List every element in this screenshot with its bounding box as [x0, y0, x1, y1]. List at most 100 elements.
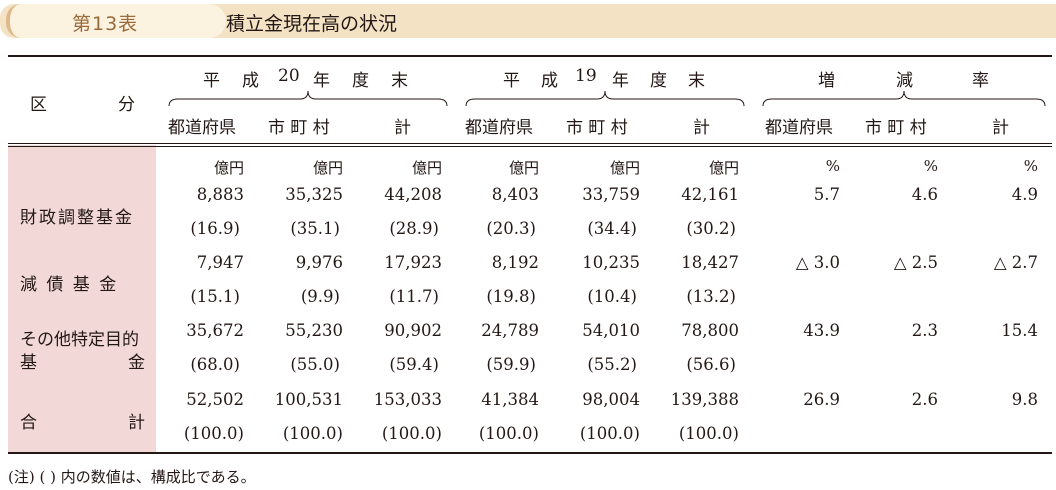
value-cell: 35,672 — [186, 321, 244, 340]
group2-char-1: 平 — [503, 71, 520, 91]
ratio-cell: (59.4) — [389, 355, 439, 374]
group3-char-3: 率 — [972, 71, 989, 91]
header-kubun-1: 区 — [30, 95, 47, 115]
ratio-cell: (55.0) — [290, 355, 340, 374]
rate-cell: △ 2.5 — [893, 253, 938, 272]
ratio-cell: (56.6) — [686, 355, 736, 374]
group2-char-6: 末 — [688, 71, 705, 91]
unit-cell: 億円 — [213, 159, 244, 177]
value-cell: 52,502 — [186, 390, 244, 409]
value-cell: 44,208 — [384, 185, 442, 204]
subcol-municipal-rate: 市 町 村 — [865, 118, 927, 138]
ratio-cell: (10.4) — [587, 287, 637, 306]
value-cell: 17,923 — [384, 253, 442, 272]
rate-cell: 26.9 — [803, 390, 840, 409]
table-bottom-border — [8, 452, 1052, 454]
rate-cell: 9.8 — [1011, 390, 1038, 409]
rate-cell: 5.7 — [813, 185, 840, 204]
value-cell: 98,004 — [582, 390, 640, 409]
group3-brace — [762, 90, 1046, 107]
group2-char-2: 成 — [541, 71, 558, 91]
row-label-other-specific-2a: 基 — [20, 353, 37, 373]
ratio-cell: (35.1) — [290, 219, 340, 238]
group1-char-4: 年 — [313, 71, 330, 91]
group1-char-1: 平 — [203, 71, 220, 91]
row-label-total-b: 計 — [128, 413, 145, 433]
ratio-cell: (100.0) — [678, 424, 739, 443]
unit-cell: 億円 — [508, 159, 539, 177]
unit-cell: 億円 — [708, 159, 739, 177]
ratio-cell: (100.0) — [183, 424, 244, 443]
unit-cell: % — [1023, 157, 1038, 175]
subcol-municipal-20: 市 町 村 — [268, 118, 330, 138]
ratio-cell: (15.1) — [190, 287, 240, 306]
row-label-total-a: 合 — [20, 413, 37, 433]
value-cell: 78,800 — [681, 321, 739, 340]
group1-char-5: 度 — [352, 71, 369, 91]
value-cell: 8,403 — [491, 185, 539, 204]
rate-cell: △ 2.7 — [993, 253, 1038, 272]
value-cell: 90,902 — [384, 321, 442, 340]
rate-cell: 43.9 — [803, 321, 840, 340]
ratio-cell: (59.9) — [486, 355, 536, 374]
ratio-cell: (19.8) — [486, 287, 536, 306]
value-cell: 41,384 — [481, 390, 539, 409]
subcol-prefecture-19: 都道府県 — [465, 118, 533, 138]
ratio-cell: (9.9) — [300, 287, 340, 306]
value-cell: 55,230 — [285, 321, 343, 340]
group2-char-4: 年 — [612, 71, 629, 91]
value-cell: 18,427 — [681, 253, 739, 272]
unit-cell: 億円 — [411, 159, 442, 177]
rate-cell: △ 3.0 — [795, 253, 840, 272]
header-bottom-border-2 — [8, 146, 1052, 147]
ratio-cell: (100.0) — [282, 424, 343, 443]
group1-brace — [168, 90, 448, 107]
group3-char-2: 減 — [896, 71, 913, 91]
group1-char-3: 20 — [278, 66, 300, 86]
value-cell: 10,235 — [582, 253, 640, 272]
value-cell: 35,325 — [285, 185, 343, 204]
ratio-cell: (11.7) — [389, 287, 439, 306]
header-kubun-2: 分 — [118, 95, 135, 115]
rate-cell: 4.9 — [1011, 185, 1038, 204]
rate-cell: 2.6 — [911, 390, 938, 409]
unit-cell: % — [923, 157, 938, 175]
ratio-cell: (55.2) — [587, 355, 637, 374]
value-cell: 100,531 — [274, 390, 343, 409]
value-cell: 8,883 — [196, 185, 244, 204]
value-cell: 153,033 — [373, 390, 442, 409]
group2-brace — [465, 90, 745, 107]
row-label-other-specific-2b: 金 — [128, 353, 145, 373]
subcol-total-20: 計 — [394, 118, 411, 138]
value-cell: 139,388 — [670, 390, 739, 409]
rate-cell: 2.3 — [911, 321, 938, 340]
row-label-fiscal-adjustment: 財政調整基金 — [20, 208, 134, 228]
ratio-cell: (30.2) — [686, 219, 736, 238]
row-label-debt-reduction: 減 債 基 金 — [20, 275, 119, 295]
ratio-cell: (16.9) — [190, 219, 240, 238]
ratio-cell: (100.0) — [579, 424, 640, 443]
group2-char-3: 19 — [575, 66, 597, 86]
value-cell: 42,161 — [681, 185, 739, 204]
value-cell: 9,976 — [295, 253, 343, 272]
table-number: 第13表 — [72, 13, 139, 35]
subcol-total-rate: 計 — [992, 118, 1009, 138]
rate-cell: 4.6 — [911, 185, 938, 204]
value-cell: 33,759 — [582, 185, 640, 204]
row-label-background — [8, 145, 156, 453]
ratio-cell: (28.9) — [389, 219, 439, 238]
group1-char-6: 末 — [391, 71, 408, 91]
ratio-cell: (100.0) — [478, 424, 539, 443]
group2-char-5: 度 — [650, 71, 667, 91]
unit-cell: % — [825, 157, 840, 175]
header-bottom-border — [8, 143, 1052, 144]
ratio-cell: (68.0) — [190, 355, 240, 374]
row-label-other-specific: その他特定目的 — [20, 330, 139, 350]
value-cell: 24,789 — [481, 321, 539, 340]
value-cell: 7,947 — [196, 253, 244, 272]
footnote: (注) ( ) 内の数値は、構成比である。 — [8, 468, 256, 486]
subcol-total-19: 計 — [693, 118, 710, 138]
table-top-border — [8, 55, 1052, 57]
group3-char-1: 増 — [818, 71, 835, 91]
subcol-prefecture-20: 都道府県 — [168, 118, 236, 138]
